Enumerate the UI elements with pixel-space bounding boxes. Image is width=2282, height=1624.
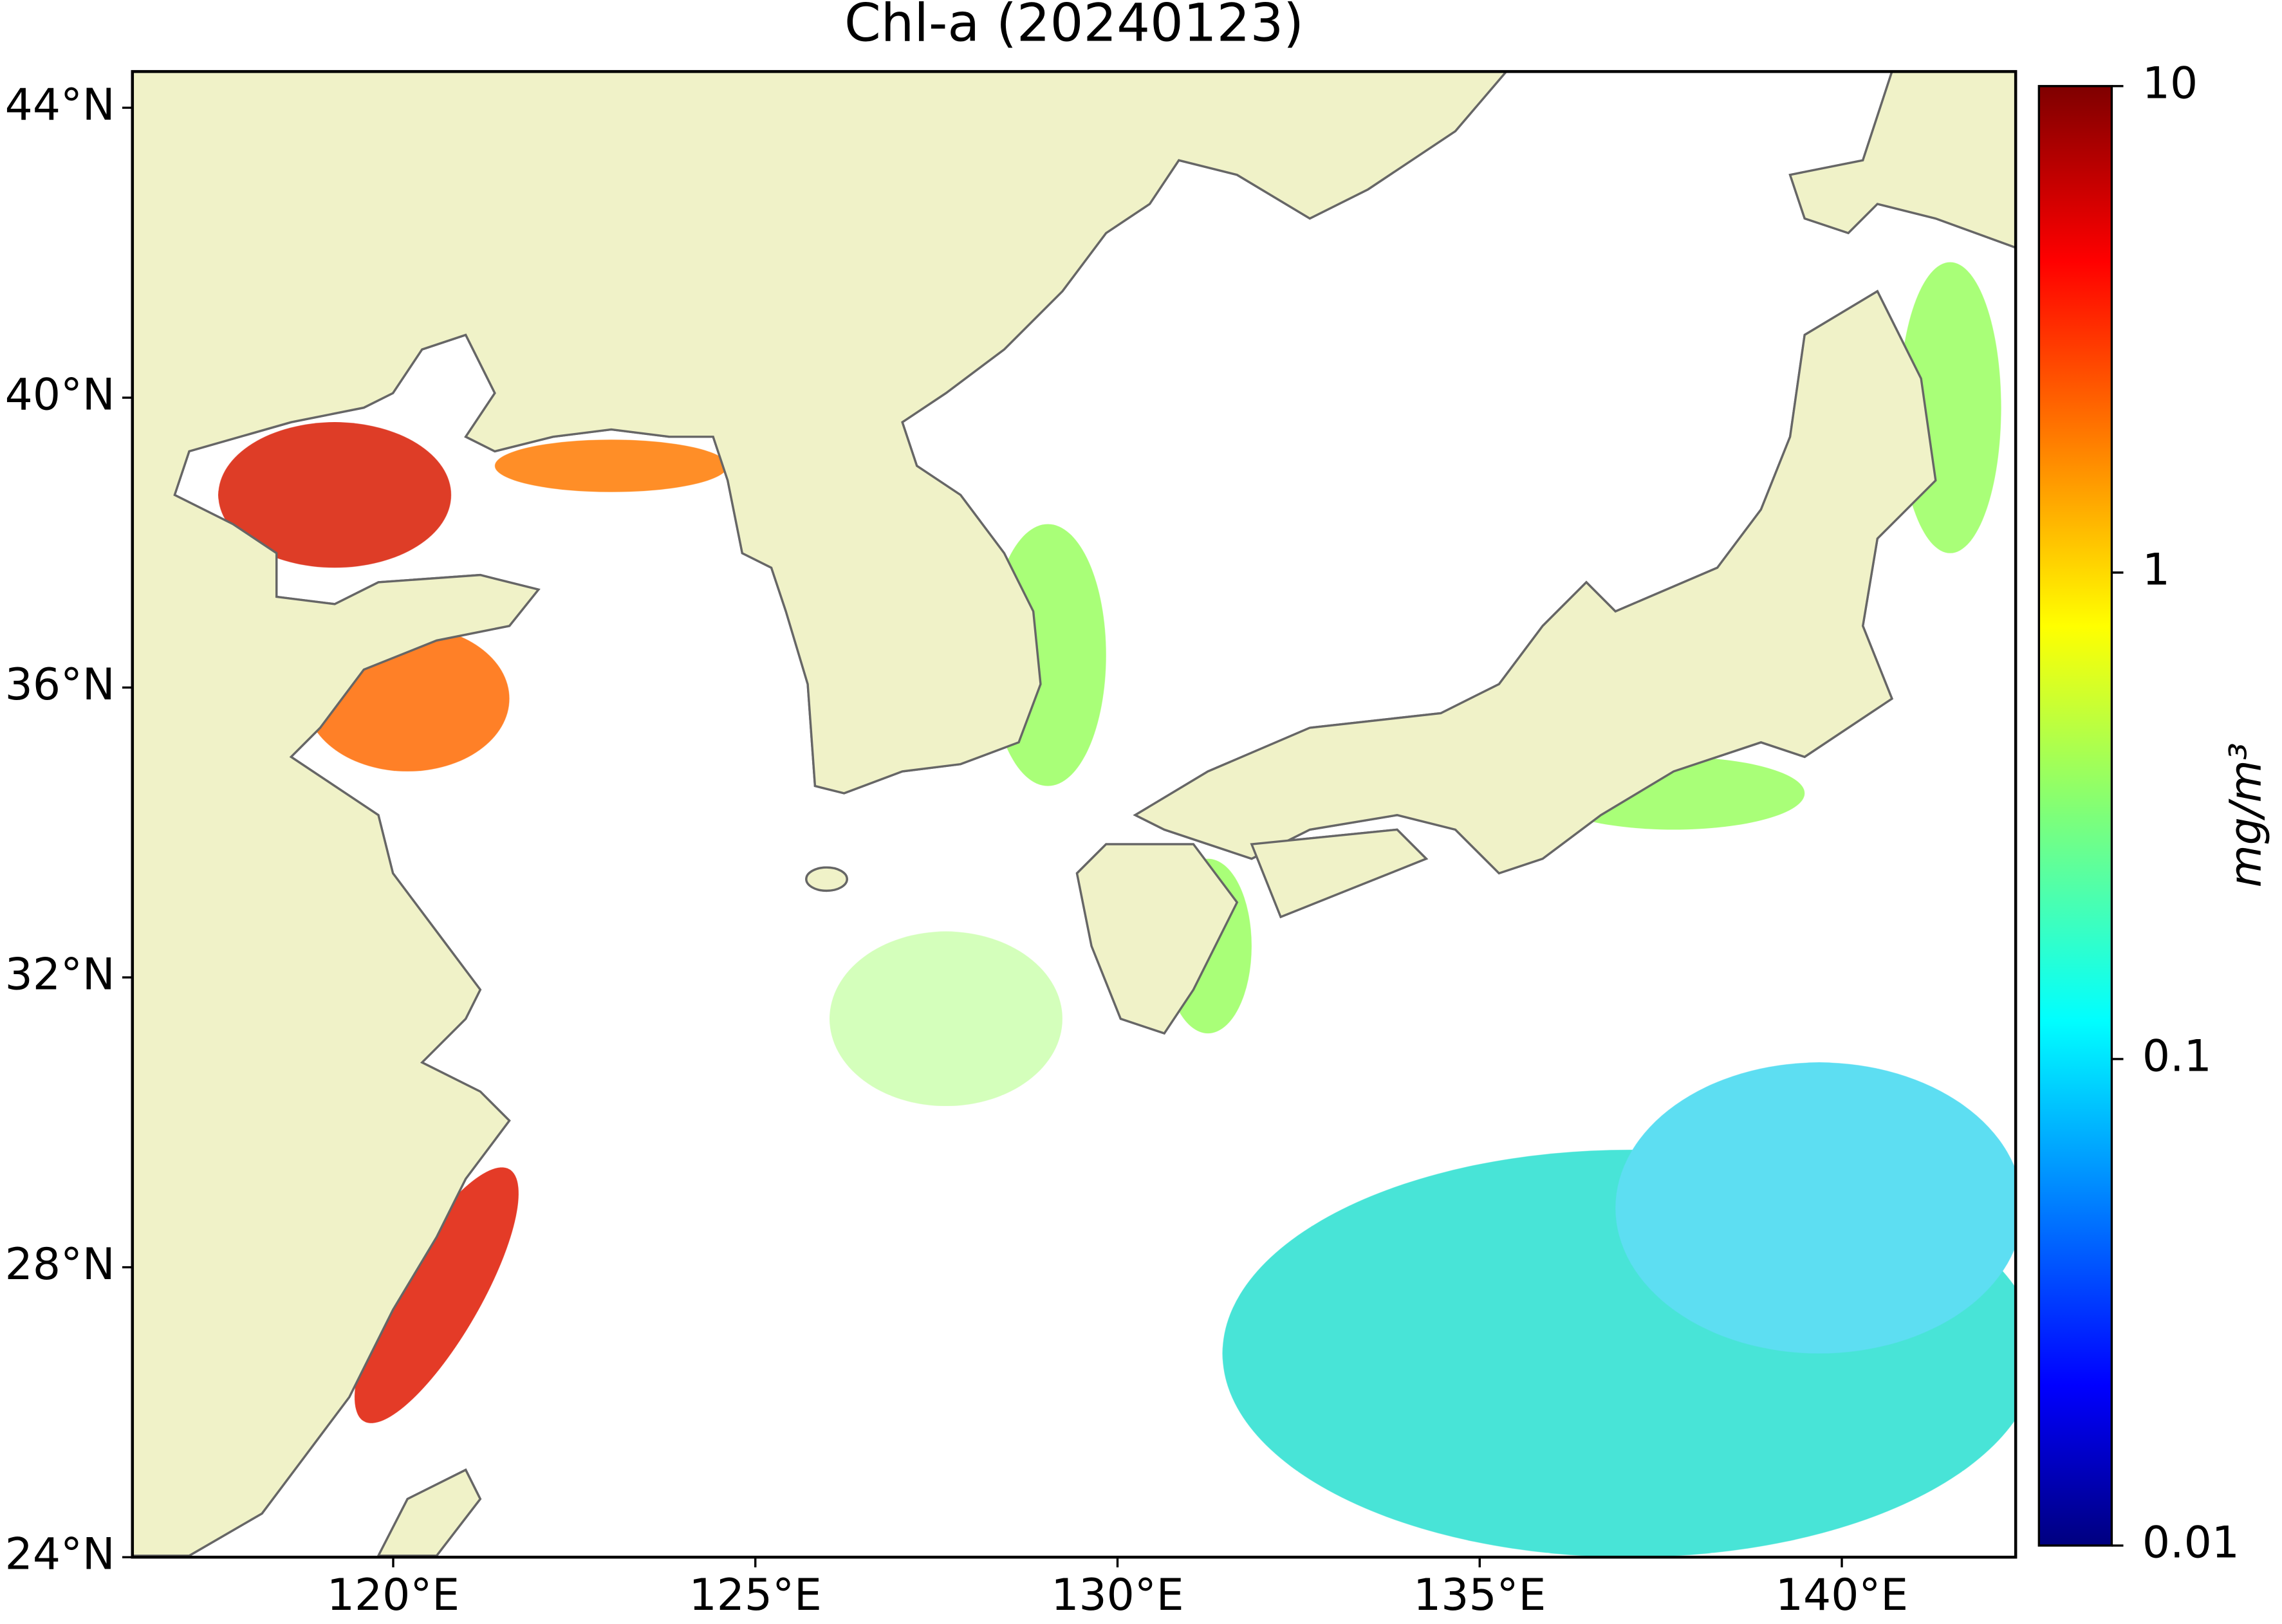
x-tick-label: 120°E (327, 1569, 459, 1620)
colorbar-label: mg/m³ (2220, 743, 2271, 887)
x-tick-label: 140°E (1776, 1569, 1908, 1620)
colorbar-tick-label: 0.1 (2142, 1031, 2212, 1082)
x-tick-label: 135°E (1413, 1569, 1546, 1620)
colorbar-tick-label: 1 (2142, 544, 2170, 595)
colorbar-tick-label: 0.01 (2142, 1517, 2240, 1568)
map-title: Chl-a (20240123) (844, 0, 1304, 54)
y-tick-label: 32°N (5, 949, 115, 1000)
colorbar (2037, 85, 2113, 1547)
map-frame (131, 69, 2018, 1559)
colorbar-tick-label: 10 (2142, 57, 2198, 108)
map-body (132, 71, 2016, 1558)
y-tick-label: 44°N (5, 79, 115, 130)
y-tick-label: 40°N (5, 369, 115, 420)
y-tick-label: 24°N (5, 1529, 115, 1580)
x-tick-label: 130°E (1051, 1569, 1183, 1620)
x-tick-label: 125°E (689, 1569, 822, 1620)
y-tick-label: 28°N (5, 1239, 115, 1289)
y-tick-label: 36°N (5, 659, 115, 710)
